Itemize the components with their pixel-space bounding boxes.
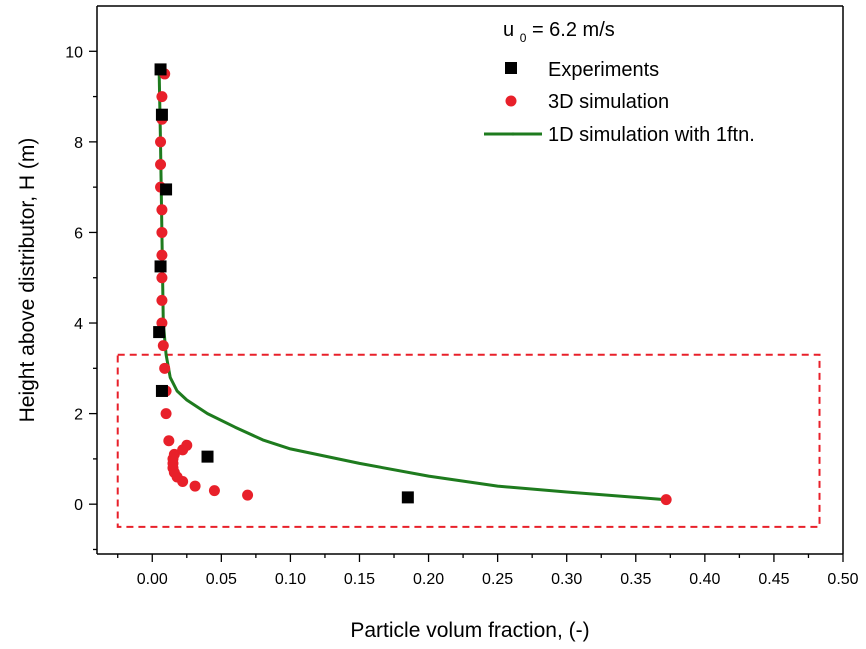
point-3d-simulation bbox=[155, 136, 167, 148]
y-tick-label: 6 bbox=[74, 225, 83, 242]
y-tick-label: 2 bbox=[74, 407, 83, 424]
point-3d-simulation bbox=[156, 249, 168, 261]
x-tick-label: 0.35 bbox=[620, 571, 651, 588]
point-experiments bbox=[155, 108, 168, 121]
point-3d-simulation bbox=[177, 476, 189, 488]
point-3d-simulation bbox=[189, 480, 201, 492]
point-experiments bbox=[154, 260, 167, 273]
point-experiments bbox=[154, 63, 167, 76]
point-3d-simulation bbox=[160, 408, 172, 420]
point-3d-simulation bbox=[156, 91, 168, 103]
series-1d-simulation-line bbox=[157, 73, 667, 502]
point-3d-simulation bbox=[177, 444, 189, 456]
point-3d-simulation bbox=[157, 340, 169, 352]
point-3d-simulation bbox=[163, 435, 175, 447]
point-experiments bbox=[201, 450, 214, 463]
y-tick-label: 8 bbox=[74, 135, 83, 152]
u0-subscript: 0 bbox=[520, 31, 527, 45]
legend: u 0 = 6.2 m/s Experiments 3D simulation … bbox=[484, 19, 755, 146]
legend-label-1d-simulation: 1D simulation with 1ftn. bbox=[548, 124, 755, 146]
y-tick-label: 0 bbox=[74, 497, 83, 514]
legend-line-dot-1d-simulation bbox=[511, 132, 515, 136]
point-experiments bbox=[155, 384, 168, 397]
point-3d-simulation bbox=[159, 362, 171, 374]
x-tick-label: 0.00 bbox=[137, 571, 168, 588]
plot-layer: 0.00 0.05 0.10 0.15 0.20 0.25 0.30 0.35 0.40 0.45… bbox=[16, 5, 859, 642]
u0-value: = 6.2 m/s bbox=[532, 19, 615, 41]
legend-marker-3d-simulation bbox=[505, 95, 517, 107]
y-axis-title: Height above distributor, H (m) bbox=[16, 138, 39, 423]
point-experiments bbox=[160, 183, 173, 196]
legend-label-experiments: Experiments bbox=[548, 59, 659, 81]
point-experiments bbox=[153, 326, 166, 339]
x-tick-label: 0.05 bbox=[206, 571, 237, 588]
point-3d-simulation bbox=[660, 494, 672, 506]
point-3d-simulation bbox=[242, 489, 254, 501]
x-tick-label: 0.15 bbox=[344, 571, 375, 588]
point-experiments bbox=[401, 491, 414, 504]
x-axis-title: Particle volum fraction, (-) bbox=[350, 619, 589, 642]
x-tick-label: 0.10 bbox=[275, 571, 306, 588]
point-3d-simulation bbox=[156, 226, 168, 238]
series-layer bbox=[153, 63, 672, 506]
x-tick-label: 0.40 bbox=[689, 571, 720, 588]
x-tick-label: 0.25 bbox=[482, 571, 513, 588]
y-tick-label: 10 bbox=[65, 44, 83, 61]
point-3d-simulation bbox=[156, 294, 168, 306]
highlight-region-box bbox=[116, 353, 821, 528]
x-tick-label: 0.30 bbox=[551, 571, 582, 588]
point-3d-simulation bbox=[208, 485, 220, 497]
x-tick-label: 0.45 bbox=[758, 571, 789, 588]
legend-label-3d-simulation: 3D simulation bbox=[548, 91, 669, 113]
legend-marker-experiments bbox=[505, 62, 517, 74]
point-3d-simulation bbox=[155, 159, 167, 171]
x-tick-label: 0.50 bbox=[827, 571, 858, 588]
point-3d-simulation bbox=[156, 317, 168, 329]
u0-symbol: u bbox=[503, 19, 514, 41]
point-3d-simulation bbox=[156, 272, 168, 284]
point-3d-simulation bbox=[156, 204, 168, 216]
x-tick-label: 0.20 bbox=[413, 571, 444, 588]
u0-annotation: u 0 = 6.2 m/s bbox=[503, 19, 615, 47]
y-tick-label: 4 bbox=[74, 316, 83, 333]
